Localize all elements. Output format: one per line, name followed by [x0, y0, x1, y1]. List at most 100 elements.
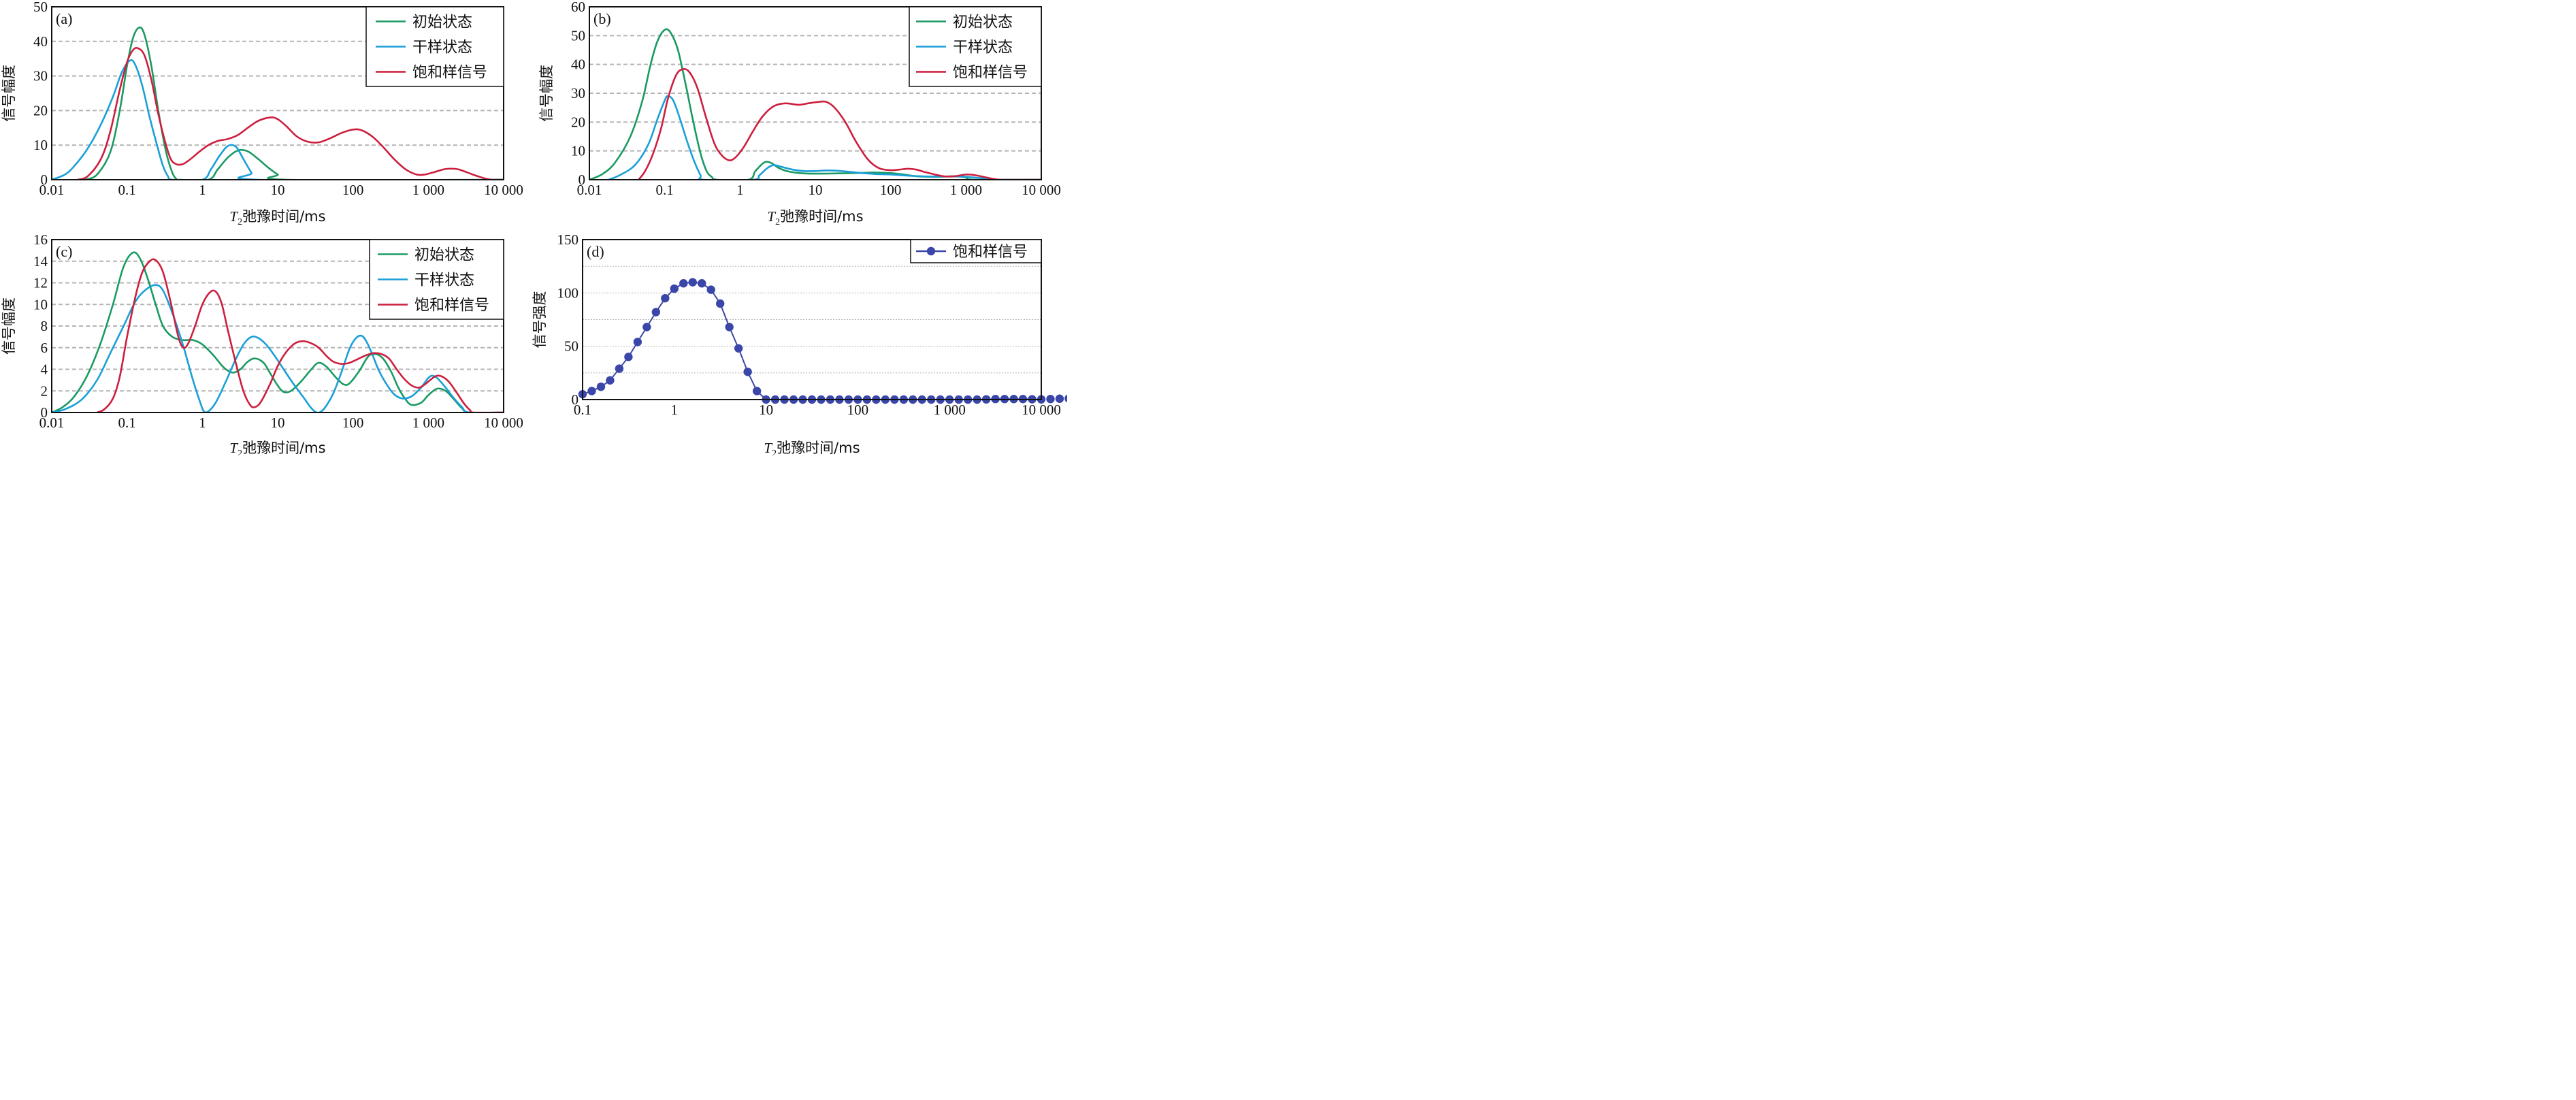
x-tick-label: 0.1 — [118, 415, 136, 431]
panel-label: (d) — [587, 243, 604, 260]
series-line-0 — [52, 251, 504, 413]
x-tick-label: 1 000 — [412, 182, 444, 198]
panel-label: (b) — [593, 10, 611, 27]
y-tick-label: 10 — [571, 143, 585, 159]
x-tick-label: 1 — [671, 402, 679, 418]
y-tick-label: 4 — [41, 361, 48, 378]
x-axis-label: T2弛豫时间/ms — [764, 440, 860, 455]
data-point — [688, 278, 697, 287]
y-tick-label: 50 — [571, 27, 585, 44]
x-tick-label: 0.01 — [577, 182, 602, 198]
data-point — [1046, 395, 1055, 404]
x-tick-label: 1 — [199, 182, 206, 198]
series-line-1 — [52, 284, 504, 413]
x-axis-label-symbol: T — [229, 440, 238, 455]
x-axis-label: T2弛豫时间/ms — [229, 208, 325, 227]
y-tick-label: 6 — [41, 340, 48, 356]
y-tick-label: 0 — [41, 404, 48, 421]
x-tick-label: 10 000 — [484, 182, 523, 198]
x-tick-label: 0.01 — [39, 182, 65, 198]
y-tick-label: 40 — [571, 56, 585, 73]
legend-label: 初始状态 — [412, 14, 472, 31]
y-tick-label: 12 — [33, 275, 48, 291]
y-tick-label: 40 — [33, 33, 48, 50]
x-axis-label-text: 弛豫时间/ms — [242, 440, 325, 455]
x-tick-label: 0.1 — [656, 182, 674, 198]
y-axis-label: 信号幅度 — [1, 297, 17, 355]
x-tick-label: 10 — [271, 415, 285, 431]
y-tick-label: 20 — [33, 102, 48, 118]
y-tick-label: 0 — [572, 391, 579, 408]
data-point — [606, 376, 615, 385]
series-line-0 — [84, 26, 504, 180]
x-tick-label: 10 000 — [484, 415, 523, 431]
data-point — [633, 338, 642, 346]
y-tick-label: 30 — [33, 68, 48, 84]
data-point — [661, 293, 670, 303]
series-line-1 — [608, 95, 1041, 180]
plot-frame — [589, 6, 1042, 180]
legend-label: 干样状态 — [414, 272, 474, 289]
legend-label: 初始状态 — [414, 247, 474, 264]
y-tick-label: 10 — [33, 137, 48, 153]
figure: 0 10 20 30 40 50 0.01 0.1 1 10 100 1 000 10 000 T2弛豫时… — [0, 0, 1067, 455]
legend-box — [365, 6, 504, 87]
legend-label: 初始状态 — [953, 14, 1013, 31]
x-axis-label-subscript: 2 — [775, 217, 780, 227]
legend-label: 干样状态 — [412, 39, 472, 56]
x-tick-label: 10 — [271, 182, 285, 198]
x-axis-label: T2弛豫时间/ms — [229, 440, 325, 455]
data-point — [651, 308, 661, 317]
y-axis-label: 信号幅度 — [1, 65, 17, 122]
data-point — [587, 387, 596, 395]
series-line-0 — [583, 281, 1041, 400]
x-tick-label: 100 — [342, 182, 364, 198]
y-tick-label: 50 — [33, 0, 48, 15]
chart-panel-a: 0 10 20 30 40 50 0.01 0.1 1 10 100 1 000 10 000 T2弛豫时… — [1, 0, 523, 227]
x-tick-label: 100 — [880, 182, 902, 198]
y-tick-label: 0 — [41, 172, 48, 188]
panel-label: (c) — [56, 243, 72, 260]
chart-panel-d: 0 50 100 150 0.1 1 10 100 1 000 10 000 T2弛豫时间/ms 信号… — [532, 231, 1067, 455]
x-tick-label: 100 — [342, 415, 364, 431]
data-point — [752, 387, 762, 395]
x-axis-label-text: 弛豫时间/ms — [777, 440, 860, 455]
x-tick-label: 10 — [809, 182, 823, 198]
data-point — [734, 344, 743, 353]
x-axis-label-subscript: 2 — [238, 449, 242, 455]
x-axis-label-subscript: 2 — [772, 449, 777, 455]
y-tick-label: 20 — [571, 114, 585, 130]
data-point — [615, 364, 624, 373]
y-tick-label: 8 — [41, 318, 48, 334]
x-tick-label: 0.1 — [118, 182, 136, 198]
x-tick-label: 100 — [847, 402, 869, 418]
x-tick-label: 0.1 — [574, 402, 591, 418]
x-axis-label: T2弛豫时间/ms — [767, 208, 863, 227]
series-line-2 — [638, 68, 1041, 180]
legend-label: 饱和样信号 — [953, 244, 1028, 261]
y-tick-label: 50 — [564, 338, 578, 355]
data-point — [596, 383, 606, 391]
legend-label: 干样状态 — [953, 39, 1013, 56]
x-tick-label: 10 000 — [1022, 182, 1061, 198]
plot-frame — [582, 239, 1042, 400]
x-tick-label: 10 — [759, 402, 773, 418]
x-tick-label: 10 000 — [1022, 402, 1061, 418]
y-tick-label: 14 — [33, 253, 48, 270]
y-tick-label: 30 — [571, 85, 585, 101]
plot-frame — [51, 6, 504, 180]
x-tick-label: 1 000 — [934, 402, 966, 418]
x-tick-label: 1 — [199, 415, 206, 431]
y-tick-label: 2 — [41, 383, 48, 399]
x-axis-label-symbol: T — [764, 440, 772, 455]
x-tick-label: 0.01 — [39, 415, 65, 431]
x-axis-label-subscript: 2 — [238, 217, 242, 227]
x-tick-label: 1 000 — [950, 182, 982, 198]
y-axis-label: 信号强度 — [532, 291, 548, 349]
x-axis-label-text: 弛豫时间/ms — [242, 208, 325, 225]
data-point — [1055, 394, 1064, 403]
y-tick-label: 0 — [578, 172, 586, 188]
data-point — [624, 353, 633, 361]
chart-panel-b: 0 10 20 30 40 50 60 0.01 0.1 1 10 100 1 000 10 000 T2弛… — [538, 0, 1061, 227]
